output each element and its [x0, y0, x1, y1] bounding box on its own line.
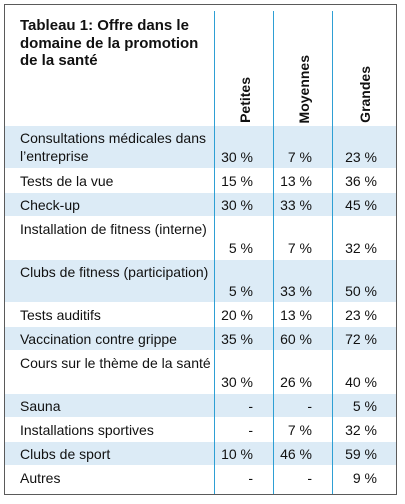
table-row: Clubs de sport 10 % 46 % 59 %	[5, 442, 396, 465]
cell-grandes: 23 %	[345, 307, 377, 323]
column-divider	[214, 11, 215, 494]
column-header-label: Grandes	[357, 66, 373, 123]
row-label: Installation de fitness (interne)	[20, 221, 207, 237]
row-label: Sauna	[20, 398, 61, 414]
table-title: Tableau 1: Offre dans le domaine de la p…	[20, 17, 199, 69]
cell-moyennes: 60 %	[280, 331, 312, 347]
row-label: Consultations médicales dans l’entrepris…	[20, 130, 206, 164]
table-row: Clubs de fitness (participation) 5 % 33 …	[5, 260, 396, 302]
cell-petites: 30 %	[221, 374, 253, 390]
cell-grandes: 59 %	[345, 446, 377, 462]
cell-moyennes: 7 %	[287, 240, 312, 256]
table-row: Tests de la vue 15 % 13 % 36 %	[5, 169, 396, 192]
column-header-moyennes: Moyennes	[275, 25, 333, 123]
column-divider	[273, 11, 274, 494]
cell-grandes: 23 %	[345, 149, 377, 165]
cell-moyennes: 26 %	[280, 374, 312, 390]
row-label: Tests auditifs	[20, 307, 101, 323]
cell-petites: -	[248, 422, 253, 438]
cell-petites: -	[248, 398, 253, 414]
row-label: Vaccination contre grippe	[20, 331, 177, 347]
cell-moyennes: 7 %	[287, 422, 312, 438]
cell-petites: -	[248, 470, 253, 486]
row-label: Cours sur le thème de la santé	[20, 355, 211, 371]
row-label: Check-up	[20, 197, 80, 213]
table-row: Autres - - 9 %	[5, 466, 396, 489]
table-row: Sauna - - 5 %	[5, 394, 396, 417]
row-label: Installations sportives	[20, 422, 154, 438]
row-label: Clubs de sport	[20, 446, 111, 462]
column-divider	[332, 11, 333, 494]
table-row: Consultations médicales dans l’entrepris…	[5, 126, 396, 168]
column-header-label: Petites	[237, 77, 253, 123]
cell-grandes: 45 %	[345, 197, 377, 213]
cell-moyennes: -	[307, 470, 312, 486]
cell-moyennes: 7 %	[287, 149, 312, 165]
cell-moyennes: 33 %	[280, 197, 312, 213]
cell-grandes: 32 %	[345, 240, 377, 256]
table-row: Tests auditifs 20 % 13 % 23 %	[5, 303, 396, 326]
table-row: Cours sur le thème de la santé 30 % 26 %…	[5, 351, 396, 393]
table-row: Check-up 30 % 33 % 45 %	[5, 193, 396, 216]
row-label: Clubs de fitness (participation)	[20, 264, 209, 280]
column-header-petites: Petites	[216, 25, 274, 123]
table-row: Vaccination contre grippe 35 % 60 % 72 %	[5, 327, 396, 350]
cell-grandes: 50 %	[345, 283, 377, 299]
cell-moyennes: -	[307, 398, 312, 414]
cell-petites: 5 %	[228, 283, 253, 299]
table-frame: Tableau 1: Offre dans le domaine de la p…	[4, 4, 397, 495]
cell-grandes: 36 %	[345, 173, 377, 189]
column-header-grandes: Grandes	[334, 25, 396, 123]
table-row: Installation de fitness (interne) 5 % 7 …	[5, 217, 396, 259]
column-header-label: Moyennes	[296, 54, 312, 123]
cell-petites: 15 %	[221, 173, 253, 189]
cell-grandes: 32 %	[345, 422, 377, 438]
cell-petites: 5 %	[228, 240, 253, 256]
table-body: Consultations médicales dans l’entrepris…	[5, 126, 396, 489]
cell-moyennes: 13 %	[280, 307, 312, 323]
cell-moyennes: 46 %	[280, 446, 312, 462]
cell-petites: 30 %	[221, 149, 253, 165]
row-label: Tests de la vue	[20, 173, 114, 189]
table-row: Installations sportives - 7 % 32 %	[5, 418, 396, 441]
cell-moyennes: 13 %	[280, 173, 312, 189]
cell-moyennes: 33 %	[280, 283, 312, 299]
cell-petites: 35 %	[221, 331, 253, 347]
cell-petites: 30 %	[221, 197, 253, 213]
cell-grandes: 5 %	[352, 398, 377, 414]
cell-petites: 20 %	[221, 307, 253, 323]
row-label: Autres	[20, 470, 61, 486]
cell-grandes: 72 %	[345, 331, 377, 347]
cell-grandes: 40 %	[345, 374, 377, 390]
cell-petites: 10 %	[221, 446, 253, 462]
cell-grandes: 9 %	[352, 470, 377, 486]
